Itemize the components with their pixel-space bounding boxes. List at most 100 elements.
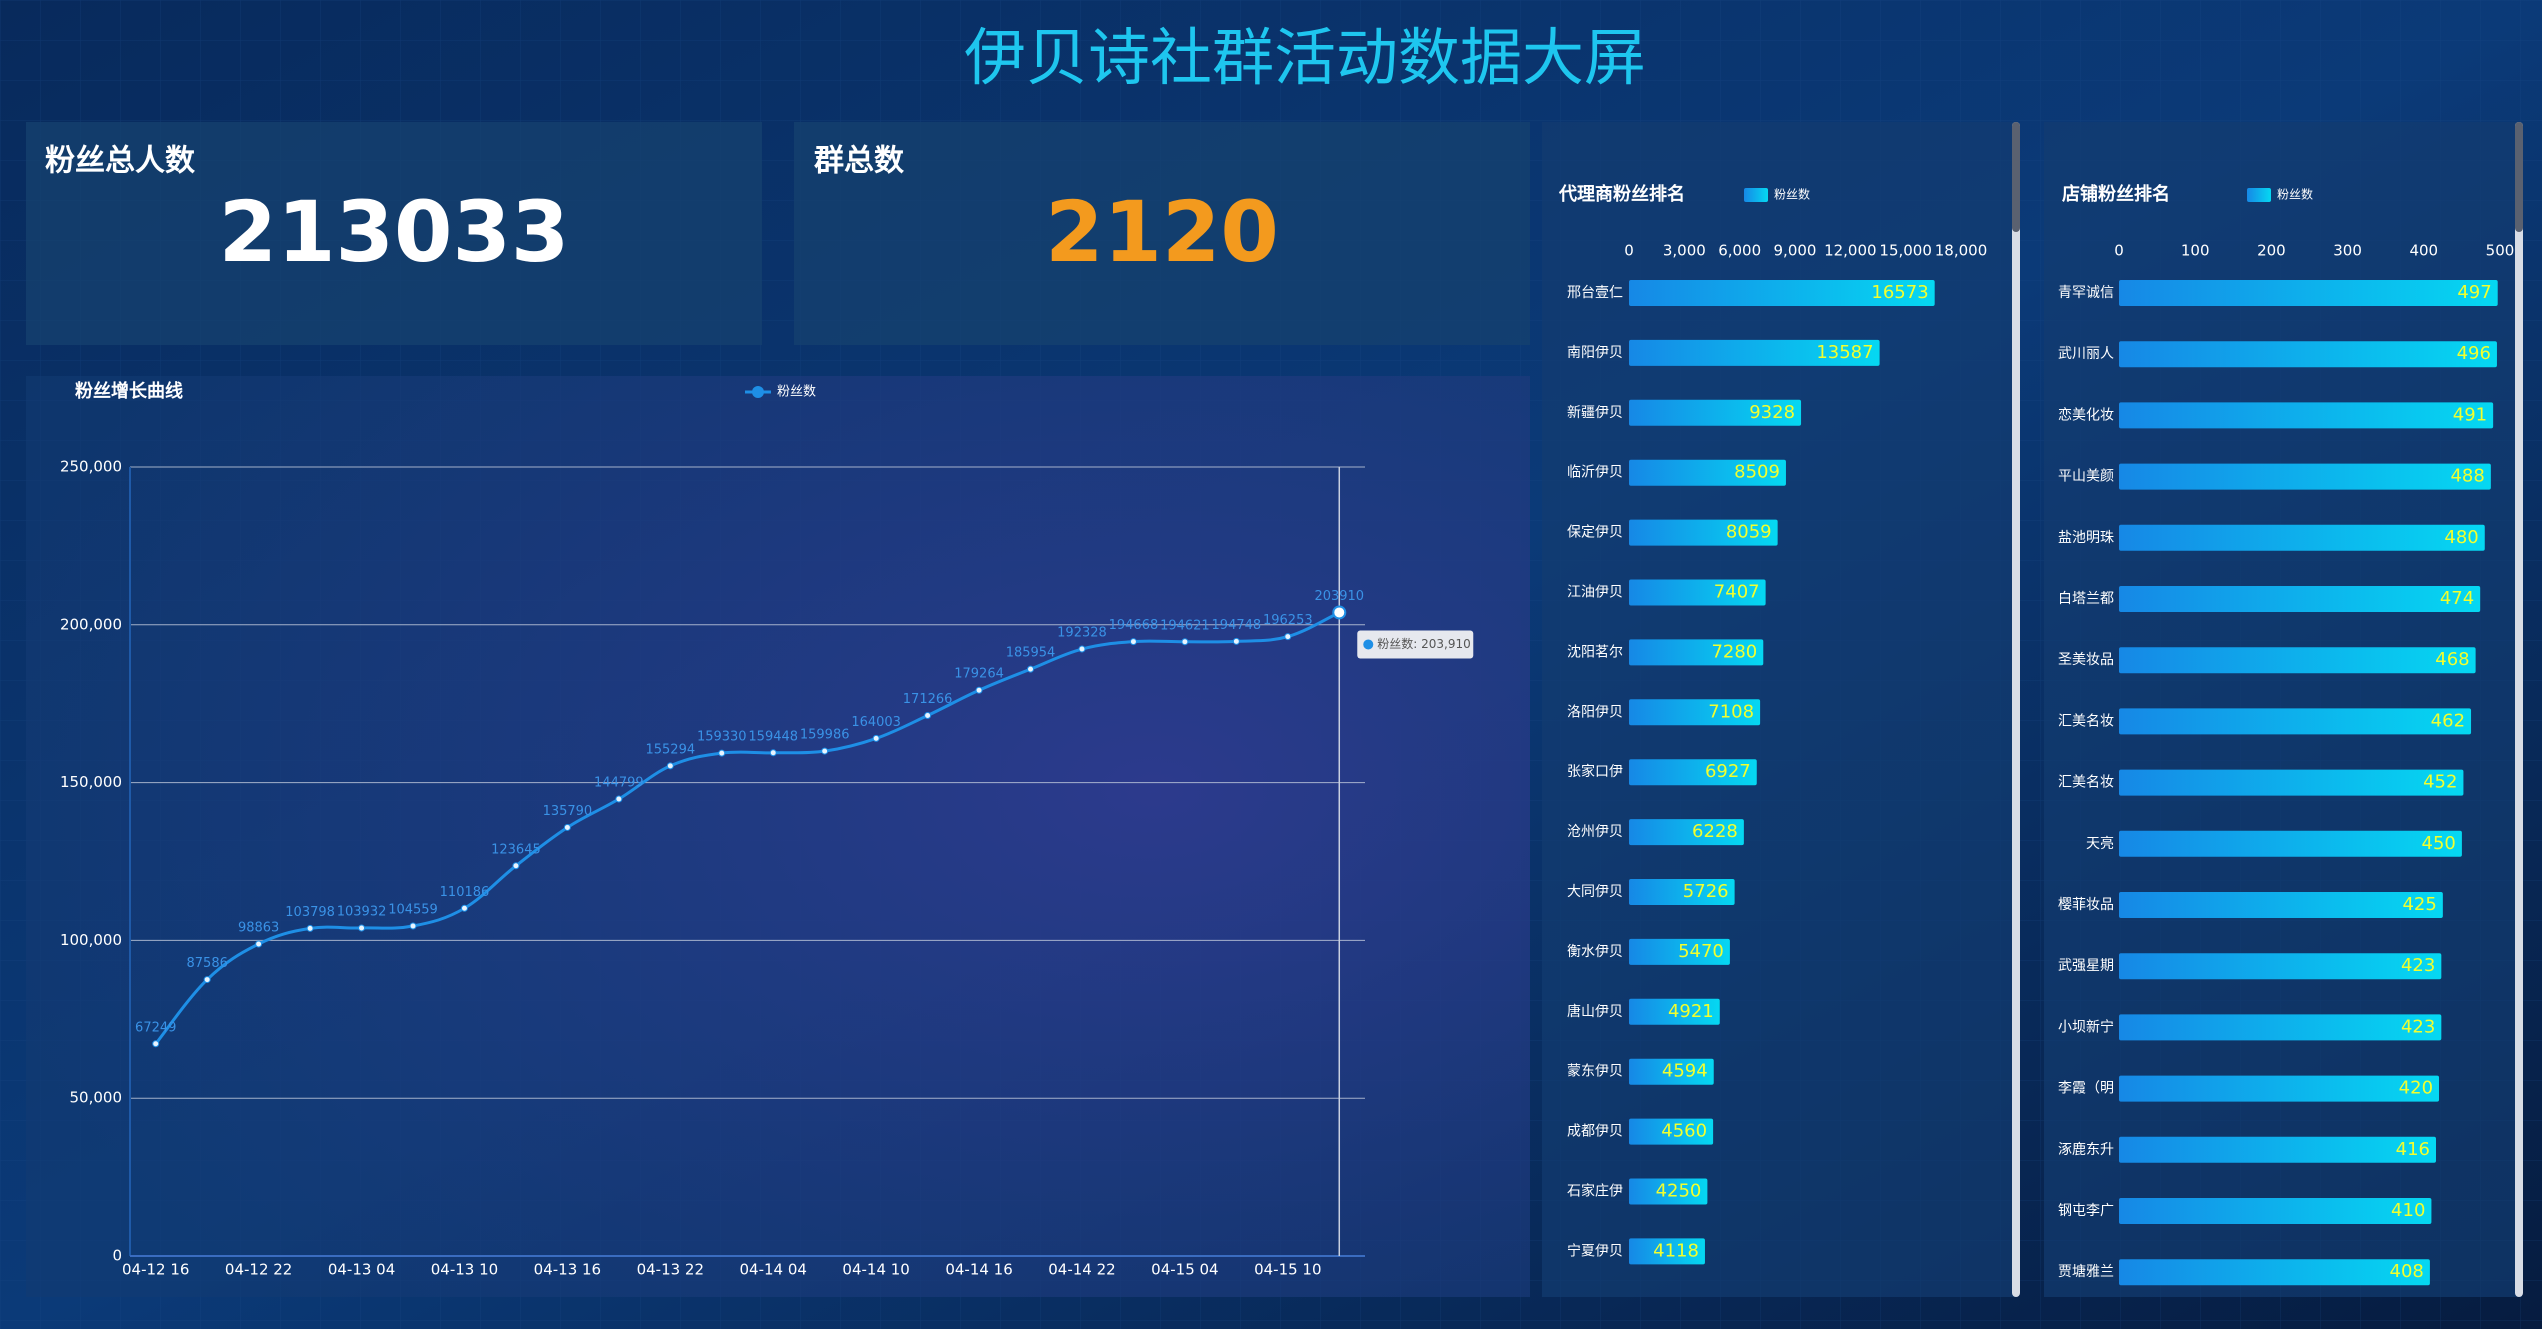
- value-label: 9328: [1749, 402, 1795, 423]
- bar: [1629, 579, 1766, 606]
- bar: [2119, 1075, 2440, 1102]
- legend-swatch: [1744, 188, 1768, 202]
- data-point: [306, 924, 314, 932]
- category-label: 沈阳茗尔: [1567, 644, 1623, 660]
- chart-title: 店铺粉丝排名: [2062, 183, 2170, 205]
- value-label: 462: [2431, 710, 2465, 731]
- category-label: 保定伊贝: [1567, 525, 1623, 541]
- data-label: 194621: [1160, 618, 1210, 633]
- x-tick-label: 04-15 10: [1254, 1261, 1321, 1279]
- bar: [2119, 341, 2497, 368]
- scrollbar[interactable]: [2515, 122, 2523, 1297]
- value-label: 7280: [1711, 641, 1757, 662]
- data-point: [769, 749, 777, 757]
- category-label: 南阳伊贝: [1567, 345, 1623, 361]
- data-label: 103932: [337, 904, 387, 919]
- bar: [1629, 759, 1757, 786]
- y-tick-label: 100,000: [60, 931, 122, 949]
- data-label: 192328: [1057, 626, 1107, 641]
- data-label: 203910: [1314, 589, 1364, 604]
- data-point: [1129, 638, 1137, 646]
- y-tick-label: 200,000: [60, 615, 122, 633]
- value-label: 480: [2444, 527, 2478, 548]
- value-label: 423: [2401, 955, 2435, 976]
- category-label: 石家庄伊: [1567, 1183, 1623, 1200]
- category-label: 恋美化妆: [2058, 406, 2114, 423]
- category-label: 洛阳伊贝: [1567, 704, 1623, 720]
- category-label: 白塔兰都: [2058, 591, 2114, 607]
- category-label: 钢屯李广: [2058, 1203, 2114, 1219]
- bar: [2119, 647, 2476, 674]
- value-label: 488: [2450, 466, 2484, 487]
- kpi-label: 群总数: [814, 144, 905, 179]
- value-label: 4560: [1661, 1121, 1707, 1142]
- value-label: 8509: [1734, 462, 1780, 483]
- legend-label: 粉丝数: [1774, 187, 1810, 202]
- data-label: 87586: [187, 956, 228, 971]
- scrollbar-thumb[interactable]: [2515, 122, 2523, 232]
- value-label: 6228: [1692, 821, 1738, 842]
- value-label: 5726: [1683, 881, 1729, 902]
- value-label: 7407: [1714, 582, 1760, 603]
- kpi-panel: [794, 122, 1530, 345]
- x-tick-label: 04-13 22: [637, 1261, 704, 1279]
- category-label: 江油伊贝: [1567, 585, 1623, 601]
- x-tick-label: 18,000: [1935, 242, 1988, 260]
- data-point: [718, 749, 726, 757]
- value-label: 425: [2402, 894, 2436, 915]
- data-label: 179264: [954, 667, 1004, 682]
- x-tick-label: 6,000: [1718, 242, 1761, 260]
- category-label: 邢台壹仁: [1567, 285, 1623, 301]
- data-label: 185954: [1006, 646, 1056, 661]
- category-label: 小坝新宁: [2058, 1018, 2114, 1035]
- bar: [2119, 708, 2472, 735]
- bar: [2119, 524, 2485, 551]
- x-tick-label: 04-14 10: [842, 1261, 909, 1279]
- category-label: 衡水伊贝: [1567, 944, 1623, 960]
- bar: [2119, 830, 2462, 857]
- scrollbar[interactable]: [2012, 122, 2020, 1297]
- data-label: 110186: [440, 885, 490, 900]
- data-point: [152, 1040, 160, 1048]
- value-label: 497: [2457, 282, 2491, 303]
- data-point: [1078, 645, 1086, 653]
- legend-label: 粉丝数: [2277, 187, 2313, 202]
- data-label: 103798: [285, 905, 335, 920]
- x-tick-label: 0: [1624, 242, 1634, 260]
- data-label: 144799: [594, 776, 644, 791]
- x-tick-label: 400: [2409, 242, 2438, 260]
- tooltip-marker: [1363, 639, 1374, 650]
- data-point: [615, 795, 623, 803]
- data-label: 135790: [543, 804, 593, 819]
- x-tick-label: 04-14 22: [1048, 1261, 1115, 1279]
- category-label: 青罕诚信: [2058, 285, 2114, 301]
- bar: [1629, 699, 1761, 726]
- scrollbar-thumb[interactable]: [2012, 122, 2020, 232]
- data-point: [563, 823, 571, 831]
- bar: [2119, 1014, 2442, 1041]
- bar: [2119, 953, 2442, 980]
- category-label: 汇美名妆: [2058, 713, 2114, 729]
- x-tick-label: 04-12 16: [122, 1261, 189, 1279]
- value-label: 408: [2390, 1261, 2424, 1282]
- value-label: 8059: [1726, 522, 1772, 543]
- x-tick-label: 15,000: [1879, 242, 1932, 260]
- kpi-panel: [26, 122, 762, 345]
- bar: [1629, 879, 1735, 905]
- category-label: 汇美名妆: [2058, 775, 2114, 791]
- data-point: [409, 922, 417, 930]
- page-title: 伊贝诗社群活动数据大屏: [964, 21, 1646, 94]
- data-point: [203, 976, 211, 984]
- bar: [1629, 639, 1764, 666]
- chart-title: 粉丝增长曲线: [75, 380, 183, 402]
- data-point: [1027, 665, 1035, 673]
- data-point: [666, 762, 674, 770]
- bar: [1629, 819, 1744, 846]
- value-label: 6927: [1705, 761, 1751, 782]
- x-tick-label: 04-15 04: [1151, 1261, 1218, 1279]
- bar: [2119, 402, 2494, 429]
- data-label: 159986: [800, 728, 850, 743]
- bar: [1629, 1238, 1705, 1265]
- x-tick-label: 9,000: [1774, 242, 1817, 260]
